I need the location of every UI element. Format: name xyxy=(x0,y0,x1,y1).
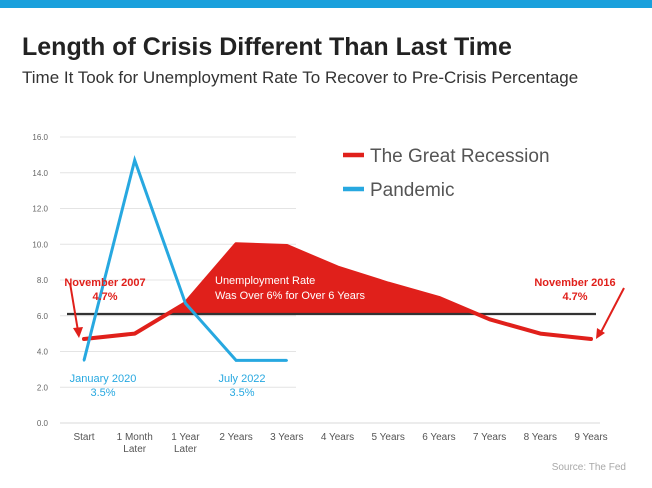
x-tick-label: 3 Years xyxy=(270,432,303,443)
data-point-great-recession xyxy=(488,317,492,321)
data-point-great-recession xyxy=(538,332,542,336)
data-point-great-recession xyxy=(234,242,238,246)
data-point-great-recession xyxy=(285,244,289,248)
x-tick-label: 8 Years xyxy=(524,432,557,443)
page-title: Length of Crisis Different Than Last Tim… xyxy=(22,33,512,61)
x-tick-label: 9 Years xyxy=(574,432,607,443)
data-point-great-recession xyxy=(336,265,339,269)
data-point-great-recession xyxy=(437,296,441,300)
x-tick-label: 2 Years xyxy=(219,432,252,443)
y-tick-label: 4.0 xyxy=(37,348,49,357)
annotation-nov2007-value: 4.7% xyxy=(92,291,117,303)
annotation-jul2022: July 2022 xyxy=(218,373,265,385)
y-tick-label: 12.0 xyxy=(32,205,48,214)
annotation-arrowhead-nov2007 xyxy=(73,327,83,338)
data-point-pandemic xyxy=(285,359,288,362)
top-accent-bar xyxy=(0,0,652,8)
annotation-arrow-nov2007 xyxy=(69,282,79,332)
y-tick-label: 8.0 xyxy=(37,276,49,285)
y-tick-label: 0.0 xyxy=(37,419,49,428)
y-tick-label: 6.0 xyxy=(37,312,49,321)
annotation-jul2022-value: 3.5% xyxy=(229,387,254,399)
annotation-jan2020: January 2020 xyxy=(70,373,137,385)
data-point-pandemic xyxy=(133,159,136,162)
x-tick-label: Start xyxy=(73,432,94,443)
annotation-nov2016: November 2016 xyxy=(534,277,615,289)
annotation-nov2016-value: 4.7% xyxy=(562,291,587,303)
annotation-nov2007: November 2007 xyxy=(64,277,145,289)
annotation-arrowhead-nov2016 xyxy=(596,328,605,339)
data-point-great-recession xyxy=(82,337,86,341)
recession-shaded-area xyxy=(167,244,477,314)
annotation-jan2020-value: 3.5% xyxy=(90,387,115,399)
y-tick-label: 16.0 xyxy=(32,133,48,142)
x-tick-label: Later xyxy=(174,444,197,455)
page-subtitle: Time It Took for Unemployment Rate To Re… xyxy=(22,68,579,87)
x-tick-label: Later xyxy=(123,444,146,455)
legend-entry: Pandemic xyxy=(370,180,455,201)
y-tick-label: 14.0 xyxy=(32,169,48,178)
x-tick-label: 4 Years xyxy=(321,432,354,443)
y-tick-label: 10.0 xyxy=(32,240,48,249)
x-tick-label: 1 Month xyxy=(117,432,153,443)
data-point-pandemic xyxy=(82,359,86,362)
x-tick-label: 6 Years xyxy=(422,432,455,443)
source-note: Source: The Fed xyxy=(551,462,626,473)
x-tick-label: 7 Years xyxy=(473,432,506,443)
annotation-arrow-nov2016 xyxy=(599,287,625,335)
data-point-great-recession xyxy=(133,332,137,336)
annotation-shaded-line2: Was Over 6% for Over 6 Years xyxy=(215,290,365,302)
data-point-pandemic xyxy=(234,359,238,362)
data-point-great-recession xyxy=(589,337,593,341)
data-point-pandemic xyxy=(184,302,187,305)
x-tick-label: 1 Year xyxy=(171,432,200,443)
annotation-shaded-line1: Unemployment Rate xyxy=(215,275,315,287)
data-point-great-recession xyxy=(386,282,390,286)
legend-entry: The Great Recession xyxy=(370,146,550,167)
y-tick-label: 2.0 xyxy=(37,383,49,392)
x-tick-label: 5 Years xyxy=(372,432,405,443)
